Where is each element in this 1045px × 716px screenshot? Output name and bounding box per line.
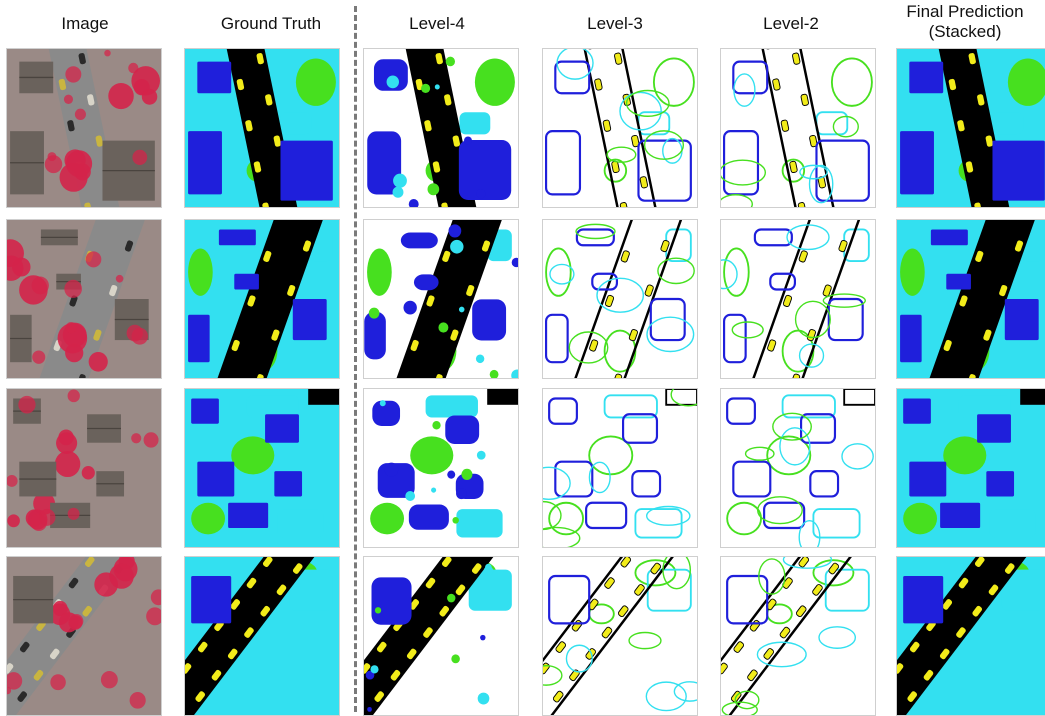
tile-graphic: [543, 557, 697, 715]
tile-row3-level-2: [720, 388, 876, 548]
tile-row1-level-2: [720, 48, 876, 208]
tile-row1-level-3: [542, 48, 698, 208]
tile-graphic: [7, 49, 161, 207]
tile-row1-final-prediction: [896, 48, 1045, 208]
tile-graphic: [721, 49, 875, 207]
tile-row1-image: [6, 48, 162, 208]
tile-row4-level-3: [542, 556, 698, 716]
tile-graphic: [364, 389, 518, 547]
tile-row3-final-prediction: [896, 388, 1045, 548]
tile-row4-level-2: [720, 556, 876, 716]
tile-row3-image: [6, 388, 162, 548]
tile-row4-image: [6, 556, 162, 716]
header-final-line1: Final Prediction: [880, 2, 1045, 22]
header-image: Image: [0, 14, 170, 34]
tile-graphic: [364, 49, 518, 207]
tile-graphic: [185, 220, 339, 378]
tile-row2-level-4: [363, 219, 519, 379]
tile-row4-level-4: [363, 556, 519, 716]
column-divider: [354, 6, 357, 712]
tile-graphic: [185, 389, 339, 547]
header-level-2: Level-2: [706, 14, 876, 34]
tile-graphic: [7, 220, 161, 378]
tile-graphic: [185, 49, 339, 207]
tile-graphic: [897, 389, 1045, 547]
tile-graphic: [543, 49, 697, 207]
tile-graphic: [364, 557, 518, 715]
tile-graphic: [721, 220, 875, 378]
tile-graphic: [185, 557, 339, 715]
tile-row2-ground-truth: [184, 219, 340, 379]
tile-row2-level-2: [720, 219, 876, 379]
tile-graphic: [721, 389, 875, 547]
tile-graphic: [897, 220, 1045, 378]
tile-row2-final-prediction: [896, 219, 1045, 379]
tile-graphic: [897, 49, 1045, 207]
tile-row2-level-3: [542, 219, 698, 379]
header-final-line2: (Stacked): [880, 22, 1045, 42]
tile-row2-image: [6, 219, 162, 379]
tile-row1-level-4: [363, 48, 519, 208]
tile-graphic: [721, 557, 875, 715]
header-ground-truth: Ground Truth: [186, 14, 356, 34]
tile-row4-ground-truth: [184, 556, 340, 716]
tile-row3-level-4: [363, 388, 519, 548]
tile-row3-ground-truth: [184, 388, 340, 548]
tile-graphic: [7, 557, 161, 715]
tile-row4-final-prediction: [896, 556, 1045, 716]
tile-row1-ground-truth: [184, 48, 340, 208]
tile-graphic: [7, 389, 161, 547]
tile-graphic: [364, 220, 518, 378]
header-level-3: Level-3: [530, 14, 700, 34]
header-final-prediction: Final Prediction (Stacked): [880, 2, 1045, 42]
tile-graphic: [543, 389, 697, 547]
column-headers: Image Ground Truth Level-4 Level-3 Level…: [0, 0, 1045, 48]
tile-row3-level-3: [542, 388, 698, 548]
tile-graphic: [897, 557, 1045, 715]
tile-graphic: [543, 220, 697, 378]
header-level-4: Level-4: [352, 14, 522, 34]
